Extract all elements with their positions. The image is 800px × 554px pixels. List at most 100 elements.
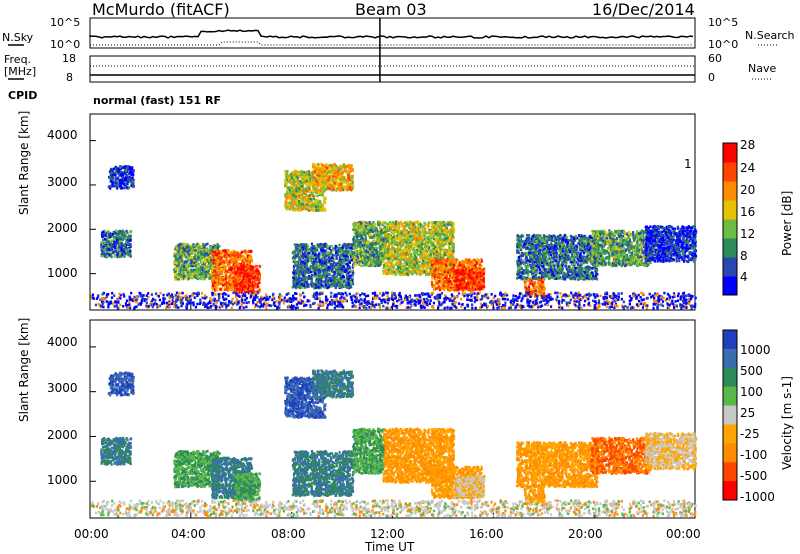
power-cell	[295, 186, 299, 190]
power-cell	[110, 245, 113, 249]
power-cell	[256, 279, 259, 282]
power-cell	[318, 252, 321, 256]
power-cell	[303, 284, 306, 287]
power-cell	[184, 265, 187, 269]
power-cell	[305, 183, 308, 186]
power-cell	[114, 178, 117, 181]
power-cell	[339, 167, 343, 171]
power-cell	[287, 194, 290, 198]
power-cell	[309, 179, 312, 183]
power-cell	[234, 282, 237, 285]
power-cell	[192, 243, 195, 246]
power-cell	[125, 243, 128, 247]
power-cell	[117, 246, 120, 249]
power-cell	[321, 192, 325, 196]
power-cell	[330, 285, 333, 288]
power-cell	[322, 280, 325, 283]
power-cell	[179, 245, 182, 249]
power-cell	[246, 266, 249, 270]
power-cell	[305, 275, 309, 279]
power-cell	[287, 203, 291, 207]
power-cell	[195, 244, 198, 247]
power-cell	[126, 174, 129, 177]
power-cell	[103, 238, 107, 241]
power-cell	[300, 199, 303, 203]
power-cell	[318, 177, 322, 180]
vel-cb-500: 500	[740, 364, 763, 378]
power-cell	[116, 238, 119, 242]
power-cell	[334, 164, 337, 168]
power-cell	[310, 282, 313, 286]
power-cell	[335, 250, 338, 253]
power-cell	[229, 268, 233, 272]
power-cell	[247, 274, 250, 277]
vel-ytick-3000: 3000	[47, 381, 78, 395]
power-cell	[235, 282, 239, 285]
power-cell	[244, 267, 247, 271]
power-cell	[195, 266, 198, 270]
power-cell	[102, 232, 105, 236]
power-cell	[250, 259, 254, 263]
power-cell	[312, 186, 315, 190]
power-cell	[258, 273, 262, 276]
power-cell	[215, 250, 218, 254]
power-cell	[190, 252, 193, 256]
power-cell	[342, 164, 346, 168]
power-ytick-4000: 4000	[47, 128, 78, 142]
power-cell	[335, 257, 338, 260]
power-cell	[254, 285, 257, 289]
power-cell	[244, 280, 247, 284]
power-cell	[346, 263, 349, 267]
power-cell	[239, 274, 243, 278]
power-cell	[293, 243, 297, 246]
power-cell	[132, 182, 135, 185]
power-cell	[313, 187, 316, 191]
power-cell	[345, 171, 348, 175]
power-cell	[310, 280, 313, 283]
power-cell	[233, 259, 236, 263]
freq-tick-top: 18	[62, 52, 76, 65]
power-cell	[300, 279, 303, 283]
power-cell	[317, 206, 320, 210]
power-cell	[130, 169, 133, 173]
power-cell	[288, 194, 291, 197]
power-cell	[232, 288, 235, 292]
power-cell	[321, 253, 324, 256]
power-cell	[286, 207, 289, 211]
power-cell	[114, 171, 118, 174]
power-cell	[302, 200, 305, 203]
power-cell	[318, 201, 321, 205]
power-cell	[253, 280, 256, 284]
power-cell	[124, 241, 128, 244]
power-cell	[177, 277, 180, 281]
power-cell	[245, 275, 248, 279]
power-cell	[308, 251, 311, 255]
power-cell	[228, 255, 232, 258]
power-cell	[234, 284, 237, 287]
power-cell	[201, 270, 205, 274]
power-cell	[298, 182, 301, 185]
power-cell	[315, 198, 318, 202]
power-cell	[297, 183, 300, 187]
power-cell	[180, 244, 183, 247]
power-cell	[175, 264, 179, 268]
power-cell	[344, 246, 348, 250]
power-cell	[318, 168, 321, 172]
power-cell	[318, 203, 321, 206]
power-cell	[111, 243, 114, 246]
power-cell	[219, 262, 222, 266]
power-cell	[180, 277, 184, 281]
power-cell	[300, 170, 304, 174]
power-cell	[200, 245, 203, 248]
power-cell	[241, 261, 244, 265]
power-cell	[174, 277, 177, 281]
power-cell	[217, 260, 220, 263]
power-cell	[296, 174, 300, 177]
power-cell	[234, 257, 238, 261]
power-cell	[317, 285, 320, 289]
power-cell	[330, 173, 333, 177]
power-cell	[300, 190, 303, 194]
cpid-label: CPID	[8, 89, 37, 102]
power-cell	[306, 201, 309, 205]
power-cell	[110, 171, 113, 175]
